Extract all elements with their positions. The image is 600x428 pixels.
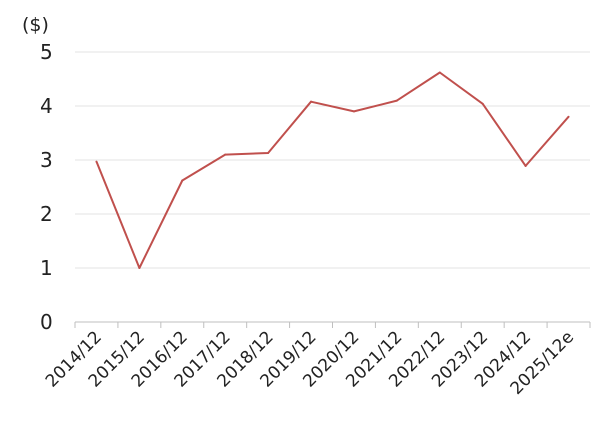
data-point [438,71,441,74]
data-point [181,179,184,182]
data-point [524,164,527,167]
y-tick-label: 0 [40,310,53,334]
y-axis-ticks: 0 1 2 3 4 5 [40,40,53,334]
y-unit-label: ($) [22,14,49,36]
series-group [95,71,570,269]
x-axis-ticks [74,322,591,328]
y-tick-label: 5 [40,40,53,64]
y-tick-label: 4 [40,94,53,118]
gridlines [75,51,590,269]
data-point [95,160,98,163]
y-tick-label: 1 [40,256,53,280]
y-tick-label: 3 [40,148,53,172]
data-point [224,153,227,156]
data-point [481,102,484,105]
data-point [395,99,398,102]
data-point [567,115,570,118]
data-point [138,267,141,269]
x-axis-labels: 2014/122015/122016/122017/122018/122019/… [42,327,578,398]
data-point [310,100,313,103]
y-tick-label: 2 [40,202,53,226]
series-line [95,71,570,269]
data-point [352,110,355,113]
data-point [267,151,270,154]
